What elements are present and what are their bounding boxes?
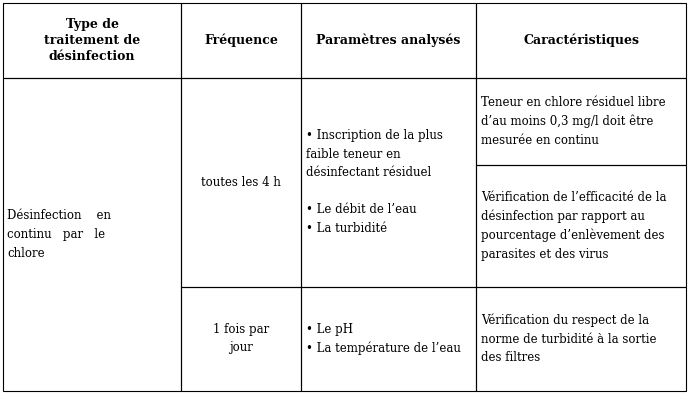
Bar: [181, 3, 301, 78]
Bar: [476, 78, 686, 165]
Text: Caractéristiques: Caractéristiques: [523, 33, 639, 47]
Text: Désinfection    en
continu   par   le
chlore: Désinfection en continu par le chlore: [7, 209, 111, 260]
Text: Vérification de l’efficacité de la
désinfection par rapport au
pourcentage d’enl: Vérification de l’efficacité de la désin…: [481, 191, 666, 261]
Bar: [301, 3, 476, 78]
Text: 1 fois par
jour: 1 fois par jour: [213, 323, 269, 354]
Bar: [476, 3, 686, 78]
Bar: [476, 286, 686, 391]
Bar: [181, 78, 301, 286]
Bar: [301, 286, 476, 391]
Bar: [476, 165, 686, 286]
Bar: [301, 78, 476, 286]
Text: Vérification du respect de la
norme de turbidité à la sortie
des filtres: Vérification du respect de la norme de t…: [481, 314, 657, 364]
Text: • Inscription de la plus
faible teneur en
désinfectant résiduel

• Le débit de l: • Inscription de la plus faible teneur e…: [306, 129, 443, 235]
Bar: [181, 286, 301, 391]
Text: toutes les 4 h: toutes les 4 h: [201, 176, 281, 189]
Bar: [3, 78, 181, 391]
Text: Type de
traitement de
désinfection: Type de traitement de désinfection: [44, 18, 140, 63]
Text: Fréquence: Fréquence: [204, 33, 278, 47]
Text: Paramètres analysés: Paramètres analysés: [316, 33, 461, 47]
Text: • Le pH
• La température de l’eau: • Le pH • La température de l’eau: [306, 323, 461, 355]
Bar: [3, 3, 181, 78]
Text: Teneur en chlore résiduel libre
d’au moins 0,3 mg/l doit être
mesurée en continu: Teneur en chlore résiduel libre d’au moi…: [481, 96, 666, 147]
